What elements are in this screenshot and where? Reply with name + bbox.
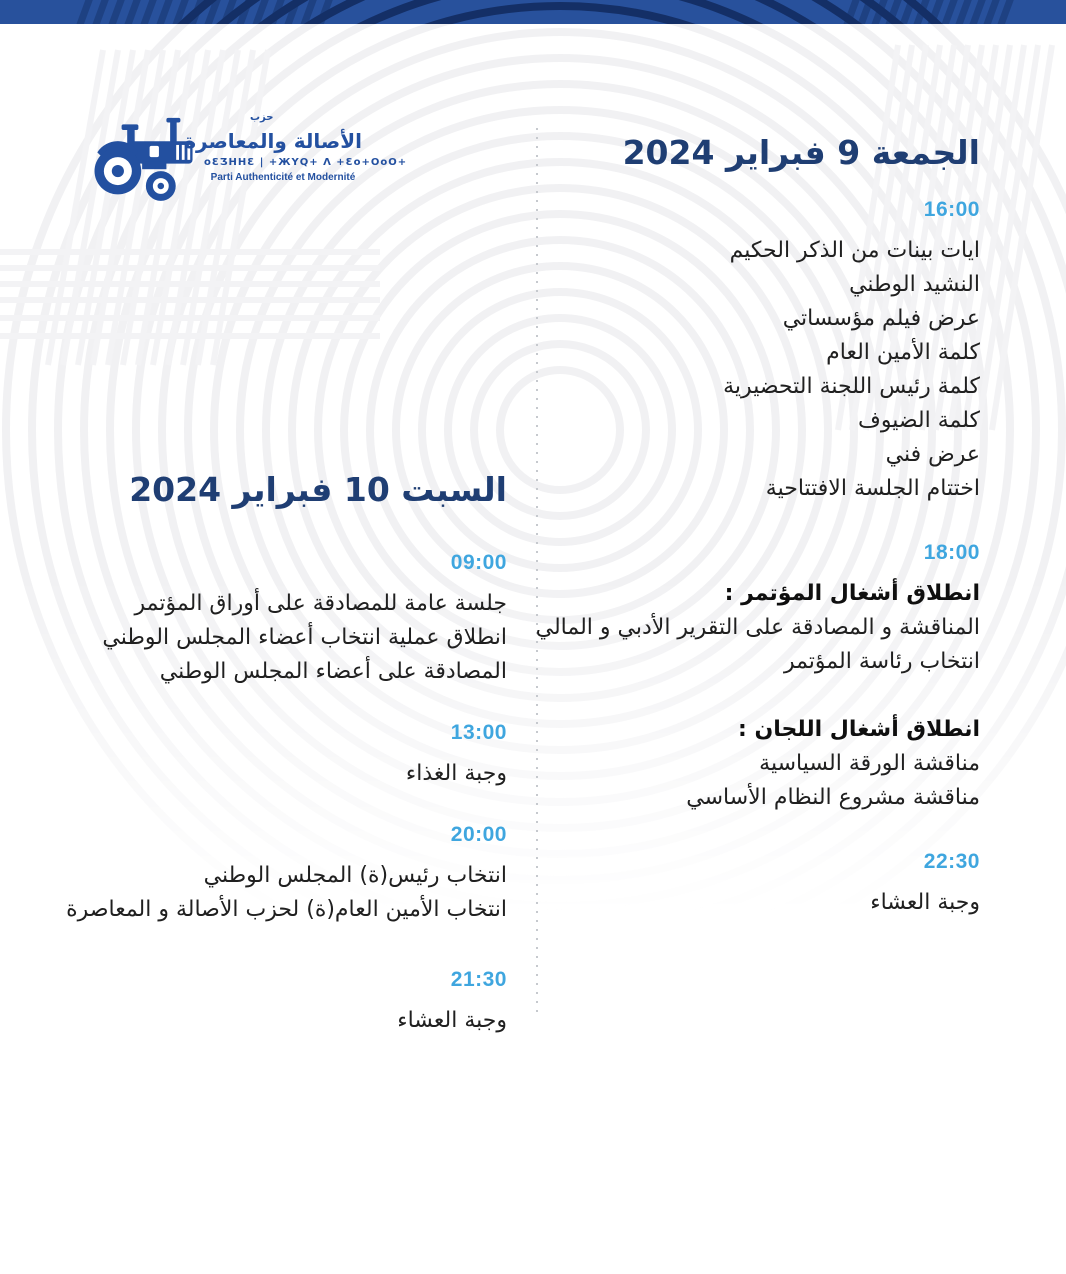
agenda-item: كلمة رئيس اللجنة التحضيرية [723, 374, 980, 399]
logo-french-text: Parti Authenticité et Modernité [210, 172, 356, 183]
time-label: 16:00 [923, 198, 980, 221]
agenda-group: وجبة الغذاء [7, 757, 507, 791]
day-blocks-friday: 16:00 ايات بينات من الذكر الحكيم النشيد ال… [520, 197, 980, 920]
dotted-divider [536, 128, 538, 1016]
agenda-item: كلمة الضيوف [858, 408, 980, 433]
logo-tifinagh-text: oƐƷHHƐ | +ЖYQ+ Λ +Ɛo+OoO+ [204, 157, 408, 168]
agenda-group: انطلاق أشغال المؤتمر : المناقشة و المصادق… [520, 577, 980, 679]
agenda-item: انتخاب رئاسة المؤتمر [783, 649, 980, 674]
agenda-item: انتخاب رئيس(ة) المجلس الوطني [203, 863, 507, 888]
time-label: 18:00 [923, 541, 980, 564]
party-logo: حزب الأصالة والمعاصرة oƐƷHHƐ | +ЖYQ+ Λ +… [88, 110, 408, 206]
day-title-saturday: السبت 10 فبراير 2024 [129, 470, 507, 509]
time-label: 21:30 [450, 968, 507, 991]
agenda-item: النشيد الوطني [849, 272, 980, 297]
agenda-item: وجبة العشاء [870, 890, 980, 915]
logo-arabic-title: الأصالة والمعاصرة [184, 129, 362, 153]
agenda-item: وجبة العشاء [397, 1008, 507, 1033]
time-block: 16:00 ايات بينات من الذكر الحكيم النشيد ال… [520, 197, 980, 506]
agenda-item: وجبة الغذاء [405, 761, 507, 786]
agenda-group: وجبة العشاء [520, 886, 980, 920]
time-block: 22:30 وجبة العشاء [520, 849, 980, 920]
agenda-item: اختتام الجلسة الافتتاحية [765, 476, 980, 501]
time-label: 13:00 [450, 721, 507, 744]
time-label: 09:00 [450, 551, 507, 574]
agenda-group: انطلاق أشغال اللجان : مناقشة الورقة السيا… [520, 713, 980, 815]
agenda-item: جلسة عامة للمصادقة على أوراق المؤتمر [134, 591, 507, 616]
agenda-item: انطلاق أشغال اللجان : [738, 717, 980, 742]
tractor-icon [94, 117, 193, 201]
time-block: 20:00 انتخاب رئيس(ة) المجلس الوطني انتخاب … [7, 822, 507, 927]
agenda-item: عرض فني [885, 442, 980, 467]
agenda-item: مناقشة الورقة السياسية [759, 751, 980, 776]
logo-text-block: حزب الأصالة والمعاصرة oƐƷHHƐ | +ЖYQ+ Λ +… [184, 110, 408, 184]
time-block: 21:30 وجبة العشاء [7, 967, 507, 1038]
day-column-friday: الجمعة 9 فبراير 2024 16:00 ايات بينات من … [520, 133, 980, 920]
agenda-group: جلسة عامة للمصادقة على أوراق المؤتمر انطل… [7, 587, 507, 689]
agenda-item: انطلاق أشغال المؤتمر : [724, 581, 980, 606]
agenda-item: ايات بينات من الذكر الحكيم [729, 238, 980, 263]
day-title-friday: الجمعة 9 فبراير 2024 [622, 133, 980, 172]
agenda-item: كلمة الأمين العام [826, 340, 980, 365]
time-label: 20:00 [450, 823, 507, 846]
logo-small-word: حزب [250, 112, 274, 123]
agenda-item: انطلاق عملية انتخاب أعضاء المجلس الوطني [102, 625, 507, 650]
time-block: 18:00 انطلاق أشغال المؤتمر : المناقشة و ال… [520, 540, 980, 815]
agenda-item: المناقشة و المصادقة على التقرير الأدبي و… [535, 615, 980, 640]
agenda-group: وجبة العشاء [7, 1004, 507, 1038]
agenda-group: انتخاب رئيس(ة) المجلس الوطني انتخاب الأمي… [7, 859, 507, 927]
agenda-item: عرض فيلم مؤسساتي [782, 306, 980, 331]
day-blocks-saturday: 09:00 جلسة عامة للمصادقة على أوراق المؤتم… [7, 550, 507, 1038]
agenda-item: مناقشة مشروع النظام الأساسي [686, 785, 980, 810]
agenda-item: انتخاب الأمين العام(ة) لحزب الأصالة و ال… [66, 897, 507, 922]
day-column-saturday: السبت 10 فبراير 2024 09:00 جلسة عامة للمص… [7, 470, 507, 1038]
time-block: 09:00 جلسة عامة للمصادقة على أوراق المؤتم… [7, 550, 507, 689]
agenda-item: المصادقة على أعضاء المجلس الوطني [159, 659, 507, 684]
time-block: 13:00 وجبة الغذاء [7, 720, 507, 791]
time-label: 22:30 [923, 850, 980, 873]
agenda-group: ايات بينات من الذكر الحكيم النشيد الوطني ع… [520, 234, 980, 506]
